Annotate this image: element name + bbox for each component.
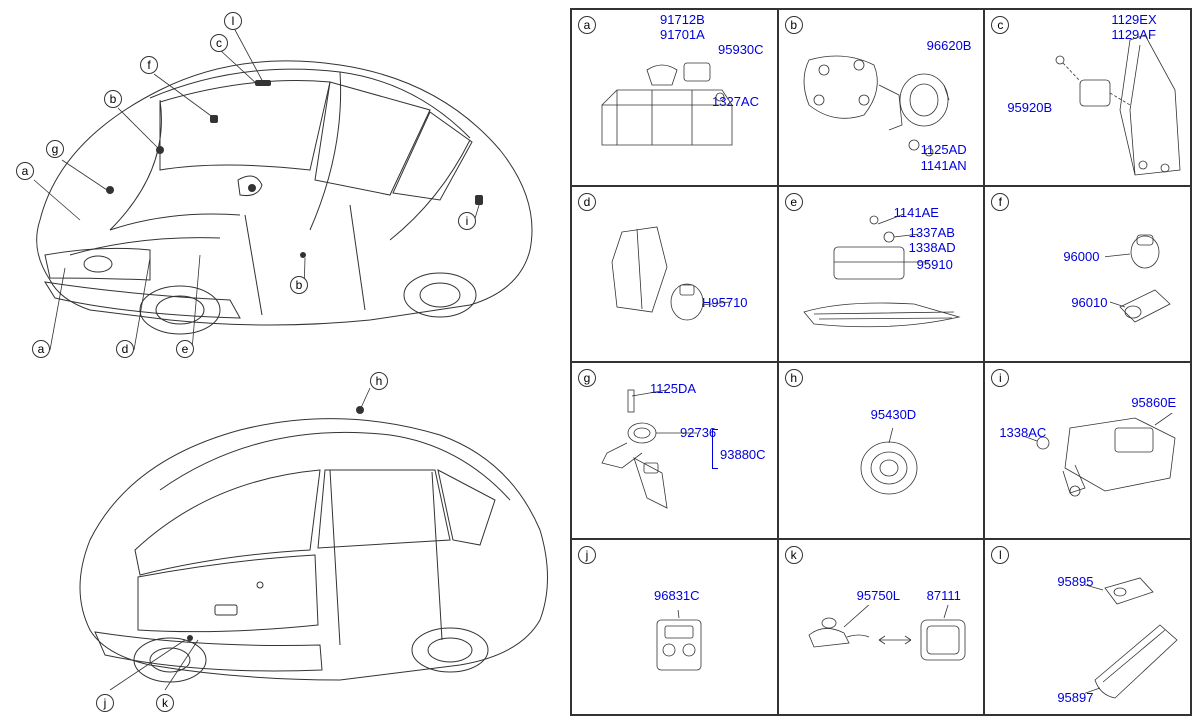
callout-a: a bbox=[16, 162, 34, 180]
cell-badge-l: l bbox=[991, 546, 1009, 564]
callout-l: l bbox=[224, 12, 242, 30]
part-illustration-d bbox=[602, 217, 742, 347]
cell-g: g 1125DA 92736 93880C bbox=[571, 362, 778, 539]
cell-h: h 95430D bbox=[778, 362, 985, 539]
cell-badge-c: c bbox=[991, 16, 1009, 34]
cell-c: c 1129EX 1129AF 95920B bbox=[984, 9, 1191, 186]
part-95430D[interactable]: 95430D bbox=[871, 407, 917, 422]
callout-j: j bbox=[96, 694, 114, 712]
part-illustration-a bbox=[592, 55, 742, 175]
cell-badge-g: g bbox=[578, 369, 596, 387]
cell-b: b 96620B 1125AD 1141AN bbox=[778, 9, 985, 186]
callout-c: c bbox=[210, 34, 228, 52]
part-96010[interactable]: 96010 bbox=[1071, 295, 1107, 310]
part-1129EX[interactable]: 1129EX bbox=[1111, 12, 1156, 27]
part-93880C[interactable]: 93880C bbox=[720, 447, 766, 462]
parts-grid-panel: a 91712B 91701A 95930C 1327AC bbox=[570, 0, 1202, 727]
part-87111[interactable]: 87111 bbox=[927, 588, 961, 603]
cell-d: d H95710 bbox=[571, 186, 778, 363]
callout-a2: a bbox=[32, 340, 50, 358]
part-96831C[interactable]: 96831C bbox=[654, 588, 700, 603]
cell-l: l 95895 95897 bbox=[984, 539, 1191, 716]
callout-d: d bbox=[116, 340, 134, 358]
cell-i: i 1338AC 95860E bbox=[984, 362, 1191, 539]
part-illustration-k bbox=[799, 605, 979, 695]
car-front-view bbox=[10, 20, 550, 360]
parts-grid: a 91712B 91701A 95930C 1327AC bbox=[570, 8, 1192, 716]
callout-g: g bbox=[46, 140, 64, 158]
cell-badge-b: b bbox=[785, 16, 803, 34]
cell-badge-j: j bbox=[578, 546, 596, 564]
cell-badge-e: e bbox=[785, 193, 803, 211]
part-illustration-i bbox=[1025, 413, 1185, 523]
cell-badge-h: h bbox=[785, 369, 803, 387]
cell-k: k 95750L 87111 bbox=[778, 539, 985, 716]
part-illustration-e bbox=[794, 212, 974, 357]
cell-a: a 91712B 91701A 95930C 1327AC bbox=[571, 9, 778, 186]
cell-badge-a: a bbox=[578, 16, 596, 34]
part-illustration-j bbox=[647, 610, 717, 690]
callout-e: e bbox=[176, 340, 194, 358]
part-illustration-g bbox=[592, 388, 722, 528]
vehicle-diagram-panel: l c f b g a i b a d e bbox=[0, 0, 570, 727]
callout-i: i bbox=[458, 212, 476, 230]
part-91701A[interactable]: 91701A bbox=[660, 27, 705, 42]
part-illustration-f bbox=[1105, 232, 1185, 342]
cell-f: f 96000 96010 bbox=[984, 186, 1191, 363]
callout-k: k bbox=[156, 694, 174, 712]
part-95860E[interactable]: 95860E bbox=[1131, 395, 1176, 410]
part-illustration-c bbox=[1035, 30, 1185, 180]
cell-badge-d: d bbox=[578, 193, 596, 211]
part-illustration-l bbox=[1085, 570, 1185, 710]
part-96000[interactable]: 96000 bbox=[1063, 249, 1099, 264]
car-rear-view bbox=[40, 380, 560, 710]
part-91712B[interactable]: 91712B bbox=[660, 12, 705, 27]
part-illustration-h bbox=[849, 428, 929, 508]
callout-b2: b bbox=[290, 276, 308, 294]
part-95750L[interactable]: 95750L bbox=[857, 588, 900, 603]
cell-j: j 96831C bbox=[571, 539, 778, 716]
part-illustration-b bbox=[794, 40, 964, 170]
cell-badge-i: i bbox=[991, 369, 1009, 387]
cell-badge-f: f bbox=[991, 193, 1009, 211]
callout-h: h bbox=[370, 372, 388, 390]
callout-f: f bbox=[140, 56, 158, 74]
callout-b: b bbox=[104, 90, 122, 108]
cell-e: e 1141AE 1337AB 1338AD 95910 bbox=[778, 186, 985, 363]
cell-badge-k: k bbox=[785, 546, 803, 564]
